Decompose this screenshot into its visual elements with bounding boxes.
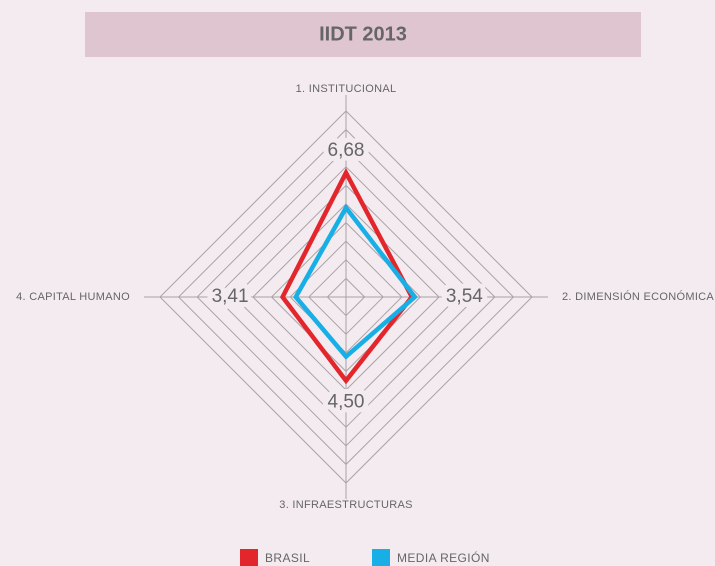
- axis-label: 3. INFRAESTRUCTURAS: [279, 499, 412, 511]
- chart-title: IIDT 2013: [319, 23, 407, 45]
- axis-label: 4. CAPITAL HUMANO: [16, 291, 130, 303]
- value-label: 6,68: [328, 140, 365, 161]
- value-label: 4,50: [328, 392, 365, 413]
- title-banner: [85, 12, 641, 57]
- legend-swatch: [372, 549, 390, 566]
- series-polygon: [279, 167, 415, 385]
- value-label: 3,41: [212, 286, 249, 307]
- legend-swatch: [240, 549, 258, 566]
- grid: [144, 95, 548, 499]
- legend-label: MEDIA REGIÓN: [397, 550, 490, 565]
- value-label: 3,54: [446, 286, 483, 307]
- legend-label: BRASIL: [265, 551, 310, 565]
- labels: 1. INSTITUCIONAL 2. DIMENSIÓN ECONÓMICA 3.…: [16, 83, 714, 511]
- legend: BRASIL MEDIA REGIÓN: [240, 549, 490, 566]
- marks: [279, 167, 418, 385]
- series-polygon: [293, 203, 418, 360]
- axis-label: 2. DIMENSIÓN ECONÓMICA: [562, 290, 714, 303]
- axis-label: 1. INSTITUCIONAL: [296, 83, 397, 95]
